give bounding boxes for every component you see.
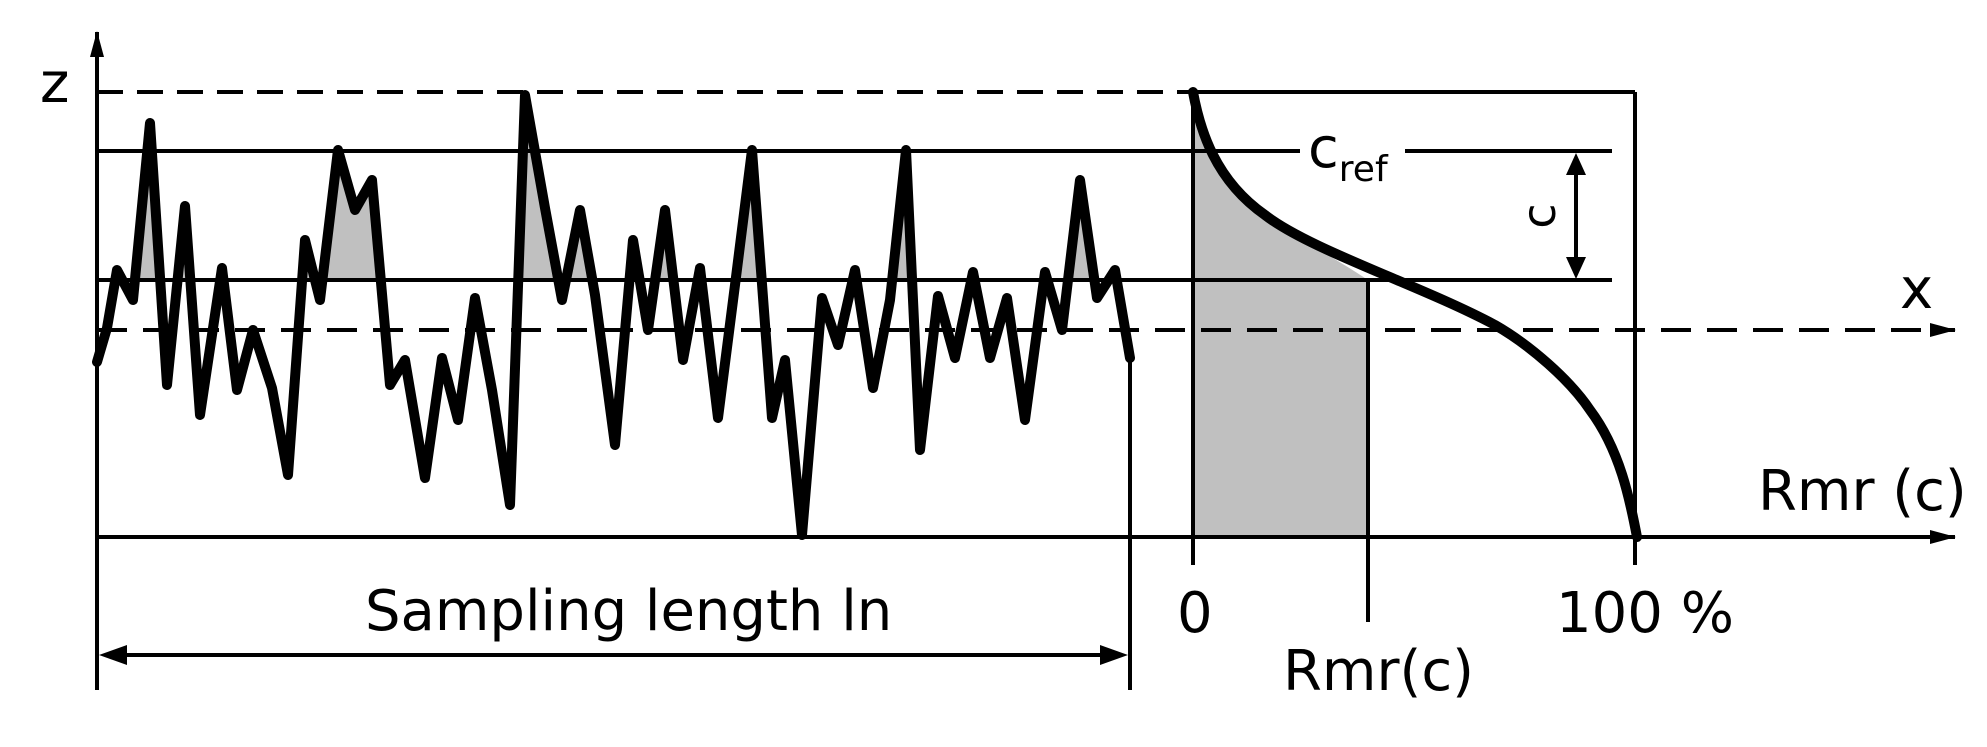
rmr-axis-label: Rmr (c) bbox=[1758, 459, 1967, 524]
c-ref-main: c bbox=[1308, 116, 1339, 181]
sampling-length-arrow-right bbox=[1100, 645, 1128, 665]
tick-0-label: 0 bbox=[1177, 581, 1213, 646]
tick-100-label: 100 % bbox=[1556, 581, 1734, 646]
sampling-length-label: Sampling length ln bbox=[365, 579, 892, 644]
rmr-c-label: Rmr(c) bbox=[1283, 639, 1474, 704]
c-arrow-top bbox=[1566, 153, 1586, 175]
c-ref-label: cref bbox=[1308, 116, 1389, 190]
c-dimension-label: c bbox=[1512, 203, 1566, 228]
bearing-curve bbox=[1188, 87, 1642, 542]
bearing-curve-fill bbox=[1193, 92, 1368, 535]
roughness-profile bbox=[92, 90, 1135, 540]
c-arrow-bottom bbox=[1566, 257, 1586, 279]
c-ref-subscript: ref bbox=[1339, 149, 1389, 190]
x-axis-label: x bbox=[1900, 257, 1933, 322]
sampling-length-arrow-left bbox=[99, 645, 127, 665]
profile-material-fill bbox=[115, 95, 1117, 278]
z-axis-label: z bbox=[40, 51, 69, 116]
